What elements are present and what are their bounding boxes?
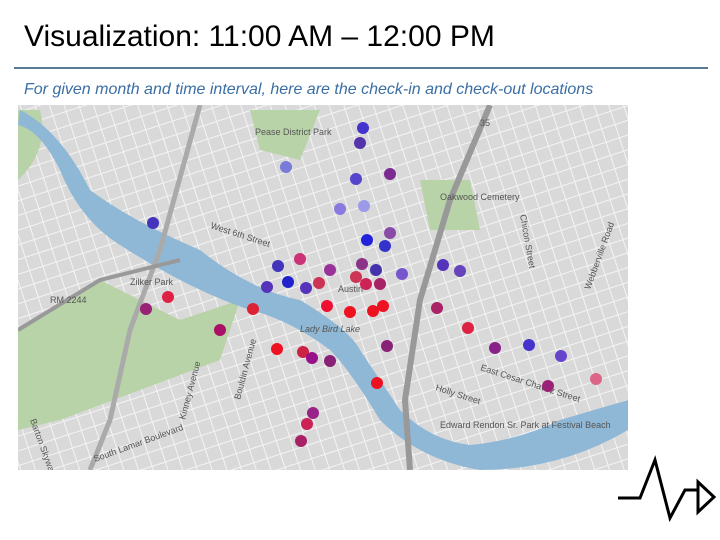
location-point [555, 350, 567, 362]
location-point [247, 303, 259, 315]
highway [87, 105, 203, 470]
location-point [357, 122, 369, 134]
location-point [313, 277, 325, 289]
location-point [272, 260, 284, 272]
location-point [261, 281, 273, 293]
map-label: 35 [480, 118, 490, 128]
location-point [294, 253, 306, 265]
location-point [379, 240, 391, 252]
location-point [437, 259, 449, 271]
map-label: Edward Rendon Sr. Park at Festival Beach [440, 420, 611, 430]
map-label: Austin [338, 284, 363, 294]
location-point [280, 161, 292, 173]
location-point [307, 407, 319, 419]
location-point [381, 340, 393, 352]
location-point [462, 322, 474, 334]
river [18, 110, 628, 470]
location-point [140, 303, 152, 315]
location-point [396, 268, 408, 280]
location-point [271, 343, 283, 355]
park [18, 280, 240, 430]
location-point [356, 258, 368, 270]
location-point [542, 380, 554, 392]
map-label: Zilker Park [130, 277, 174, 287]
location-point [300, 282, 312, 294]
location-point [454, 265, 466, 277]
location-point [367, 305, 379, 317]
map-label: Lady Bird Lake [300, 324, 360, 334]
map-label: Pease District Park [255, 127, 332, 137]
location-point [590, 373, 602, 385]
map: Pease District Park Oakwood Cemetery Wes… [18, 105, 628, 470]
location-point [301, 418, 313, 430]
subtitle: For given month and time interval, here … [24, 81, 593, 98]
location-point [321, 300, 333, 312]
map-label: Oakwood Cemetery [440, 192, 520, 202]
location-point [162, 291, 174, 303]
location-point [344, 306, 356, 318]
location-point [297, 346, 309, 358]
location-point [360, 278, 372, 290]
location-point [350, 271, 362, 283]
location-point [324, 355, 336, 367]
location-point [371, 377, 383, 389]
highway [401, 105, 493, 470]
location-point [431, 302, 443, 314]
park [18, 110, 480, 230]
location-point [282, 276, 294, 288]
location-points [140, 122, 602, 447]
location-point [377, 300, 389, 312]
location-point [295, 435, 307, 447]
location-point [358, 200, 370, 212]
location-point [214, 324, 226, 336]
location-point [489, 342, 501, 354]
location-point [384, 168, 396, 180]
location-point [306, 352, 318, 364]
location-point [523, 339, 535, 351]
location-point [324, 264, 336, 276]
location-point [370, 264, 382, 276]
location-point [384, 227, 396, 239]
location-point [334, 203, 346, 215]
map-base [18, 105, 628, 470]
logo [618, 455, 717, 523]
highway [18, 258, 181, 332]
slide-title: Visualization: 11:00 AM – 12:00 PM [24, 20, 495, 53]
location-point [147, 217, 159, 229]
location-point [361, 234, 373, 246]
location-point [354, 137, 366, 149]
location-point [374, 278, 386, 290]
map-label: RM 2244 [50, 295, 87, 305]
location-point [350, 173, 362, 185]
